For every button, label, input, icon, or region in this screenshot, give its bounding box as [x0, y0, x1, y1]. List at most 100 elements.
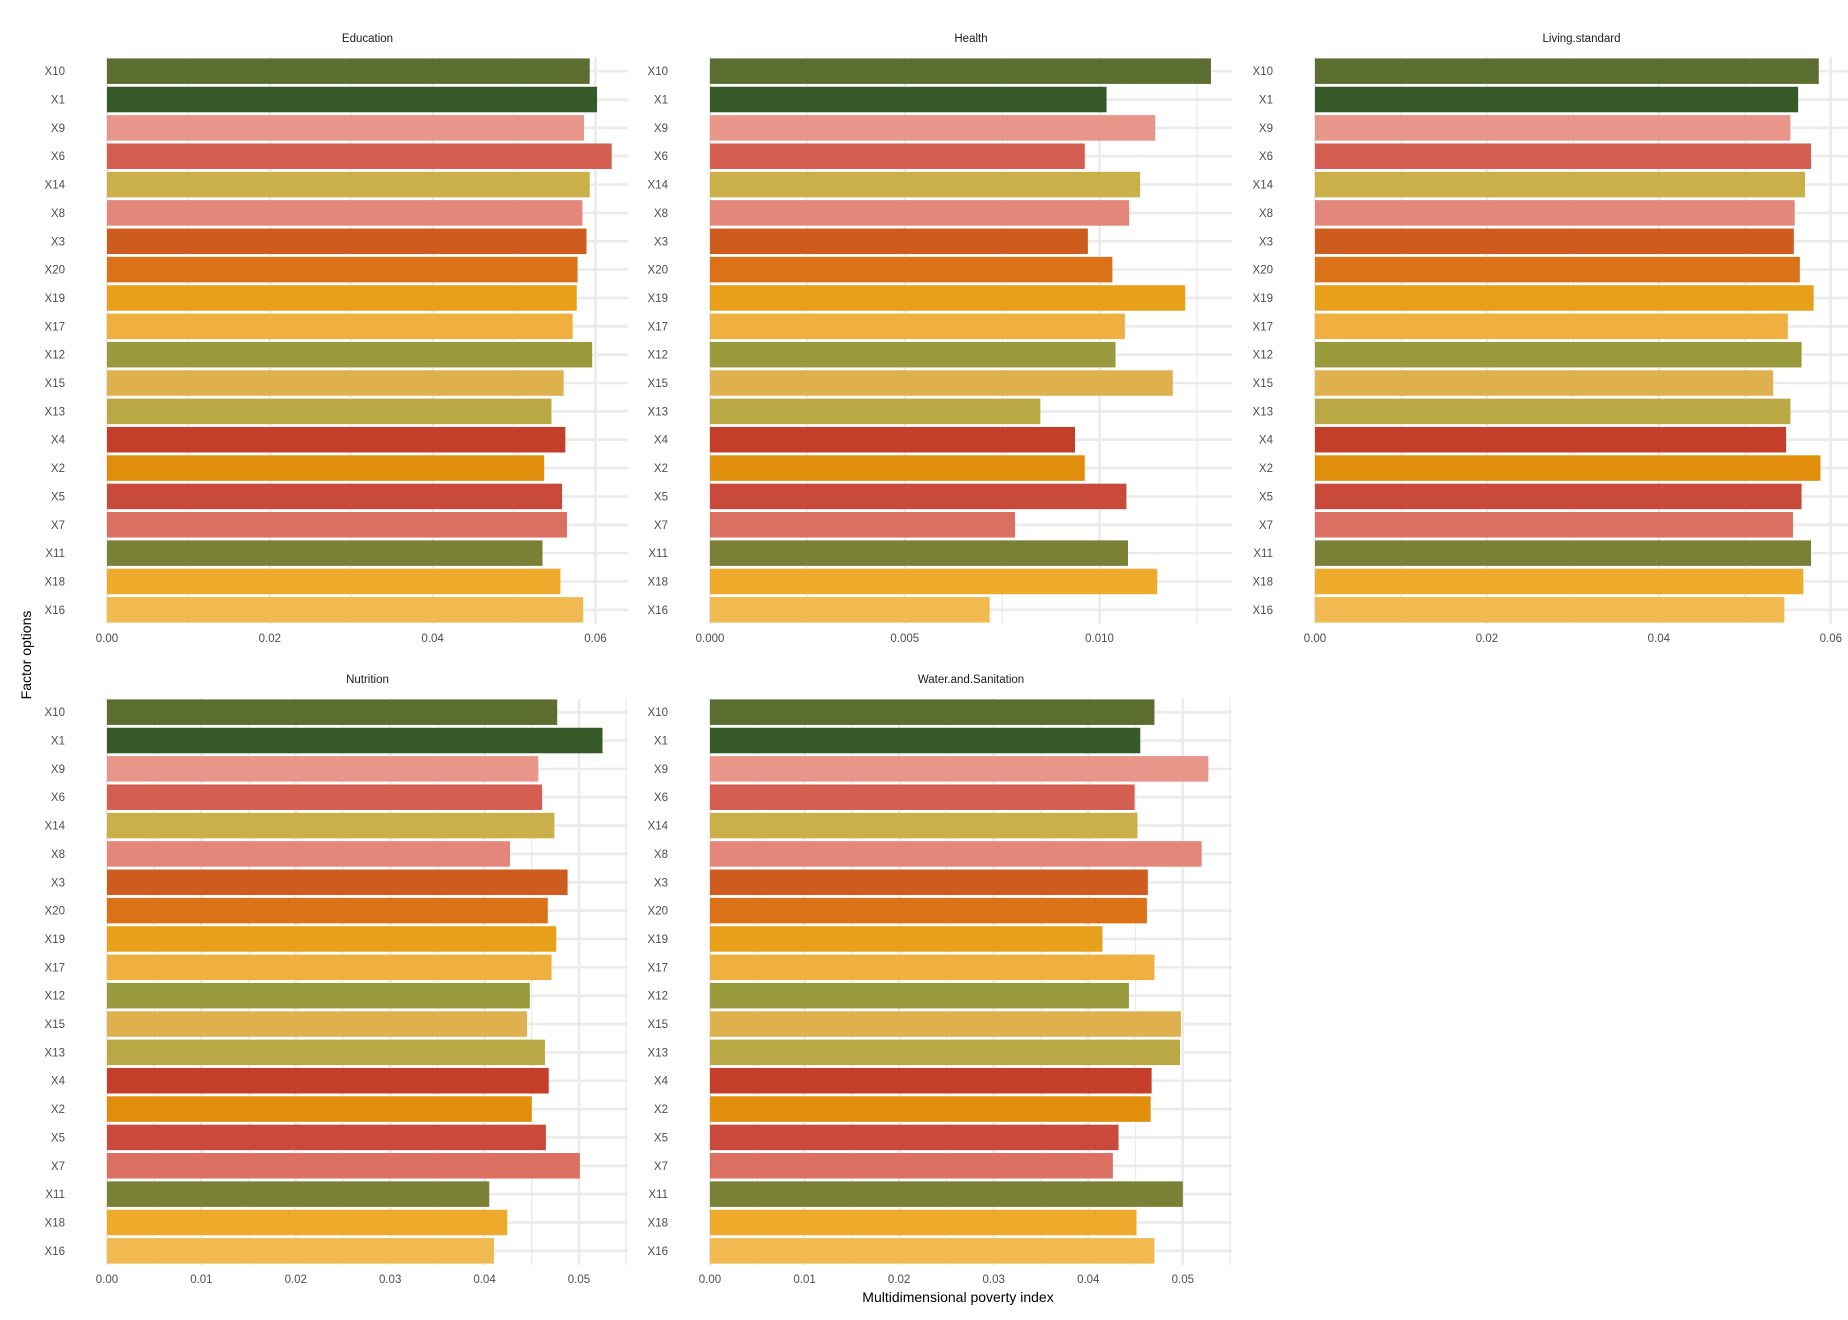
y-tick-label: X15 — [1253, 378, 1273, 390]
y-tick-label: X6 — [654, 151, 668, 163]
bar-x11 — [1315, 540, 1812, 566]
y-tick-label: X20 — [648, 265, 668, 277]
bar-x12 — [107, 982, 530, 1009]
x-tick-label: 0.02 — [285, 1274, 307, 1286]
y-tick-label: X8 — [51, 208, 65, 220]
facet-title: Health — [954, 33, 987, 45]
y-tick-label: X11 — [45, 548, 65, 560]
bar-x4 — [710, 1067, 1152, 1094]
bar-x17 — [1315, 313, 1788, 340]
y-tick-label: X4 — [1259, 435, 1274, 447]
y-tick-label: X2 — [51, 1104, 65, 1116]
bar-x12 — [107, 341, 593, 368]
x-tick-label: 0.02 — [259, 633, 281, 645]
bar-x13 — [710, 398, 1041, 425]
y-tick-label: X9 — [51, 123, 65, 135]
y-tick-label: X11 — [648, 548, 668, 560]
bar-x10 — [1315, 58, 1819, 84]
y-tick-label: X17 — [45, 962, 65, 974]
panel-living-standard: X10 X1 X9 X6 X14 X8 X3 X20 X19 X17 X12 X15 X13 X4 X2 X5… — [1253, 33, 1848, 645]
y-tick-label: X17 — [1253, 321, 1273, 333]
y-tick-label: X1 — [1259, 95, 1273, 107]
bar-x17 — [107, 313, 573, 340]
y-axis-title: Factor options — [18, 611, 34, 700]
y-tick-label: X10 — [648, 66, 668, 78]
bar-x19 — [710, 285, 1186, 311]
y-tick-label: X11 — [45, 1189, 65, 1201]
bar-x5 — [1315, 483, 1802, 510]
y-tick-label: X10 — [45, 66, 65, 78]
bar-x10 — [710, 699, 1155, 725]
x-tick-label: 0.04 — [421, 633, 444, 645]
x-tick-label: 0.00 — [699, 1274, 721, 1286]
y-tick-label: X17 — [45, 321, 65, 333]
y-tick-label: X8 — [51, 849, 65, 861]
x-tick-label: 0.00 — [96, 1274, 118, 1286]
bar-x6 — [710, 784, 1135, 810]
bar-x9 — [107, 115, 585, 141]
y-tick-label: X5 — [51, 491, 65, 503]
panel-water-and-sanitation: X10 X1 X9 X6 X14 X8 X3 X20 X19 X17 X12 X15 X13 X4 X2 X5… — [648, 674, 1232, 1286]
x-tick-label: 0.04 — [473, 1274, 496, 1286]
y-tick-label: X6 — [51, 151, 65, 163]
bar-x7 — [710, 512, 1016, 538]
bar-x4 — [1315, 426, 1787, 453]
y-tick-label: X10 — [45, 707, 65, 719]
x-axis-title: Multidimensional poverty index — [862, 1289, 1053, 1305]
bar-x15 — [710, 1011, 1181, 1037]
y-tick-label: X17 — [648, 962, 668, 974]
x-tick-label: 0.03 — [983, 1274, 1005, 1286]
bar-x15 — [1315, 370, 1774, 396]
bar-x18 — [107, 1209, 508, 1236]
bar-x14 — [1315, 171, 1806, 198]
x-tick-label: 0.03 — [379, 1274, 401, 1286]
bar-x7 — [107, 1153, 580, 1179]
facet-title: Living.standard — [1543, 33, 1621, 45]
y-tick-label: X6 — [1259, 151, 1273, 163]
y-tick-label: X5 — [1259, 491, 1273, 503]
y-tick-label: X3 — [654, 236, 668, 248]
y-tick-label: X1 — [654, 95, 668, 107]
bar-x6 — [710, 143, 1085, 169]
bar-x18 — [710, 1209, 1137, 1236]
bar-x12 — [710, 982, 1129, 1009]
bar-x8 — [107, 200, 583, 226]
y-tick-label: X18 — [45, 576, 65, 588]
y-tick-label: X19 — [45, 934, 65, 946]
y-tick-label: X2 — [654, 1104, 668, 1116]
y-tick-label: X5 — [654, 1132, 668, 1144]
bar-x2 — [107, 1096, 532, 1122]
y-tick-label: X14 — [648, 180, 669, 192]
bar-x13 — [107, 398, 552, 425]
bar-x11 — [107, 540, 543, 566]
y-tick-label: X14 — [45, 821, 66, 833]
y-tick-label: X12 — [45, 991, 65, 1003]
bar-x3 — [710, 869, 1148, 896]
y-tick-label: X13 — [45, 1047, 65, 1059]
bar-x1 — [710, 727, 1141, 754]
y-tick-label: X5 — [654, 491, 668, 503]
y-tick-label: X9 — [654, 764, 668, 776]
y-tick-label: X1 — [51, 736, 65, 748]
bar-x9 — [710, 115, 1156, 141]
y-tick-label: X16 — [648, 1246, 668, 1258]
bar-x18 — [107, 568, 561, 595]
y-tick-label: X14 — [45, 180, 66, 192]
y-tick-label: X7 — [51, 1161, 65, 1173]
y-tick-label: X12 — [648, 991, 668, 1003]
y-tick-label: X19 — [1253, 293, 1273, 305]
bar-x16 — [107, 597, 584, 623]
facet-title: Nutrition — [346, 674, 389, 686]
y-tick-label: X15 — [648, 378, 668, 390]
bar-x10 — [710, 58, 1211, 84]
y-tick-label: X13 — [45, 406, 65, 418]
y-tick-label: X14 — [1253, 180, 1274, 192]
x-tick-label: 0.010 — [1085, 633, 1114, 645]
bar-x11 — [710, 540, 1128, 566]
x-tick-label: 0.000 — [696, 633, 725, 645]
x-tick-label: 0.05 — [1172, 1274, 1194, 1286]
bar-x10 — [107, 58, 590, 84]
y-tick-label: X20 — [45, 265, 65, 277]
y-tick-label: X3 — [51, 877, 65, 889]
